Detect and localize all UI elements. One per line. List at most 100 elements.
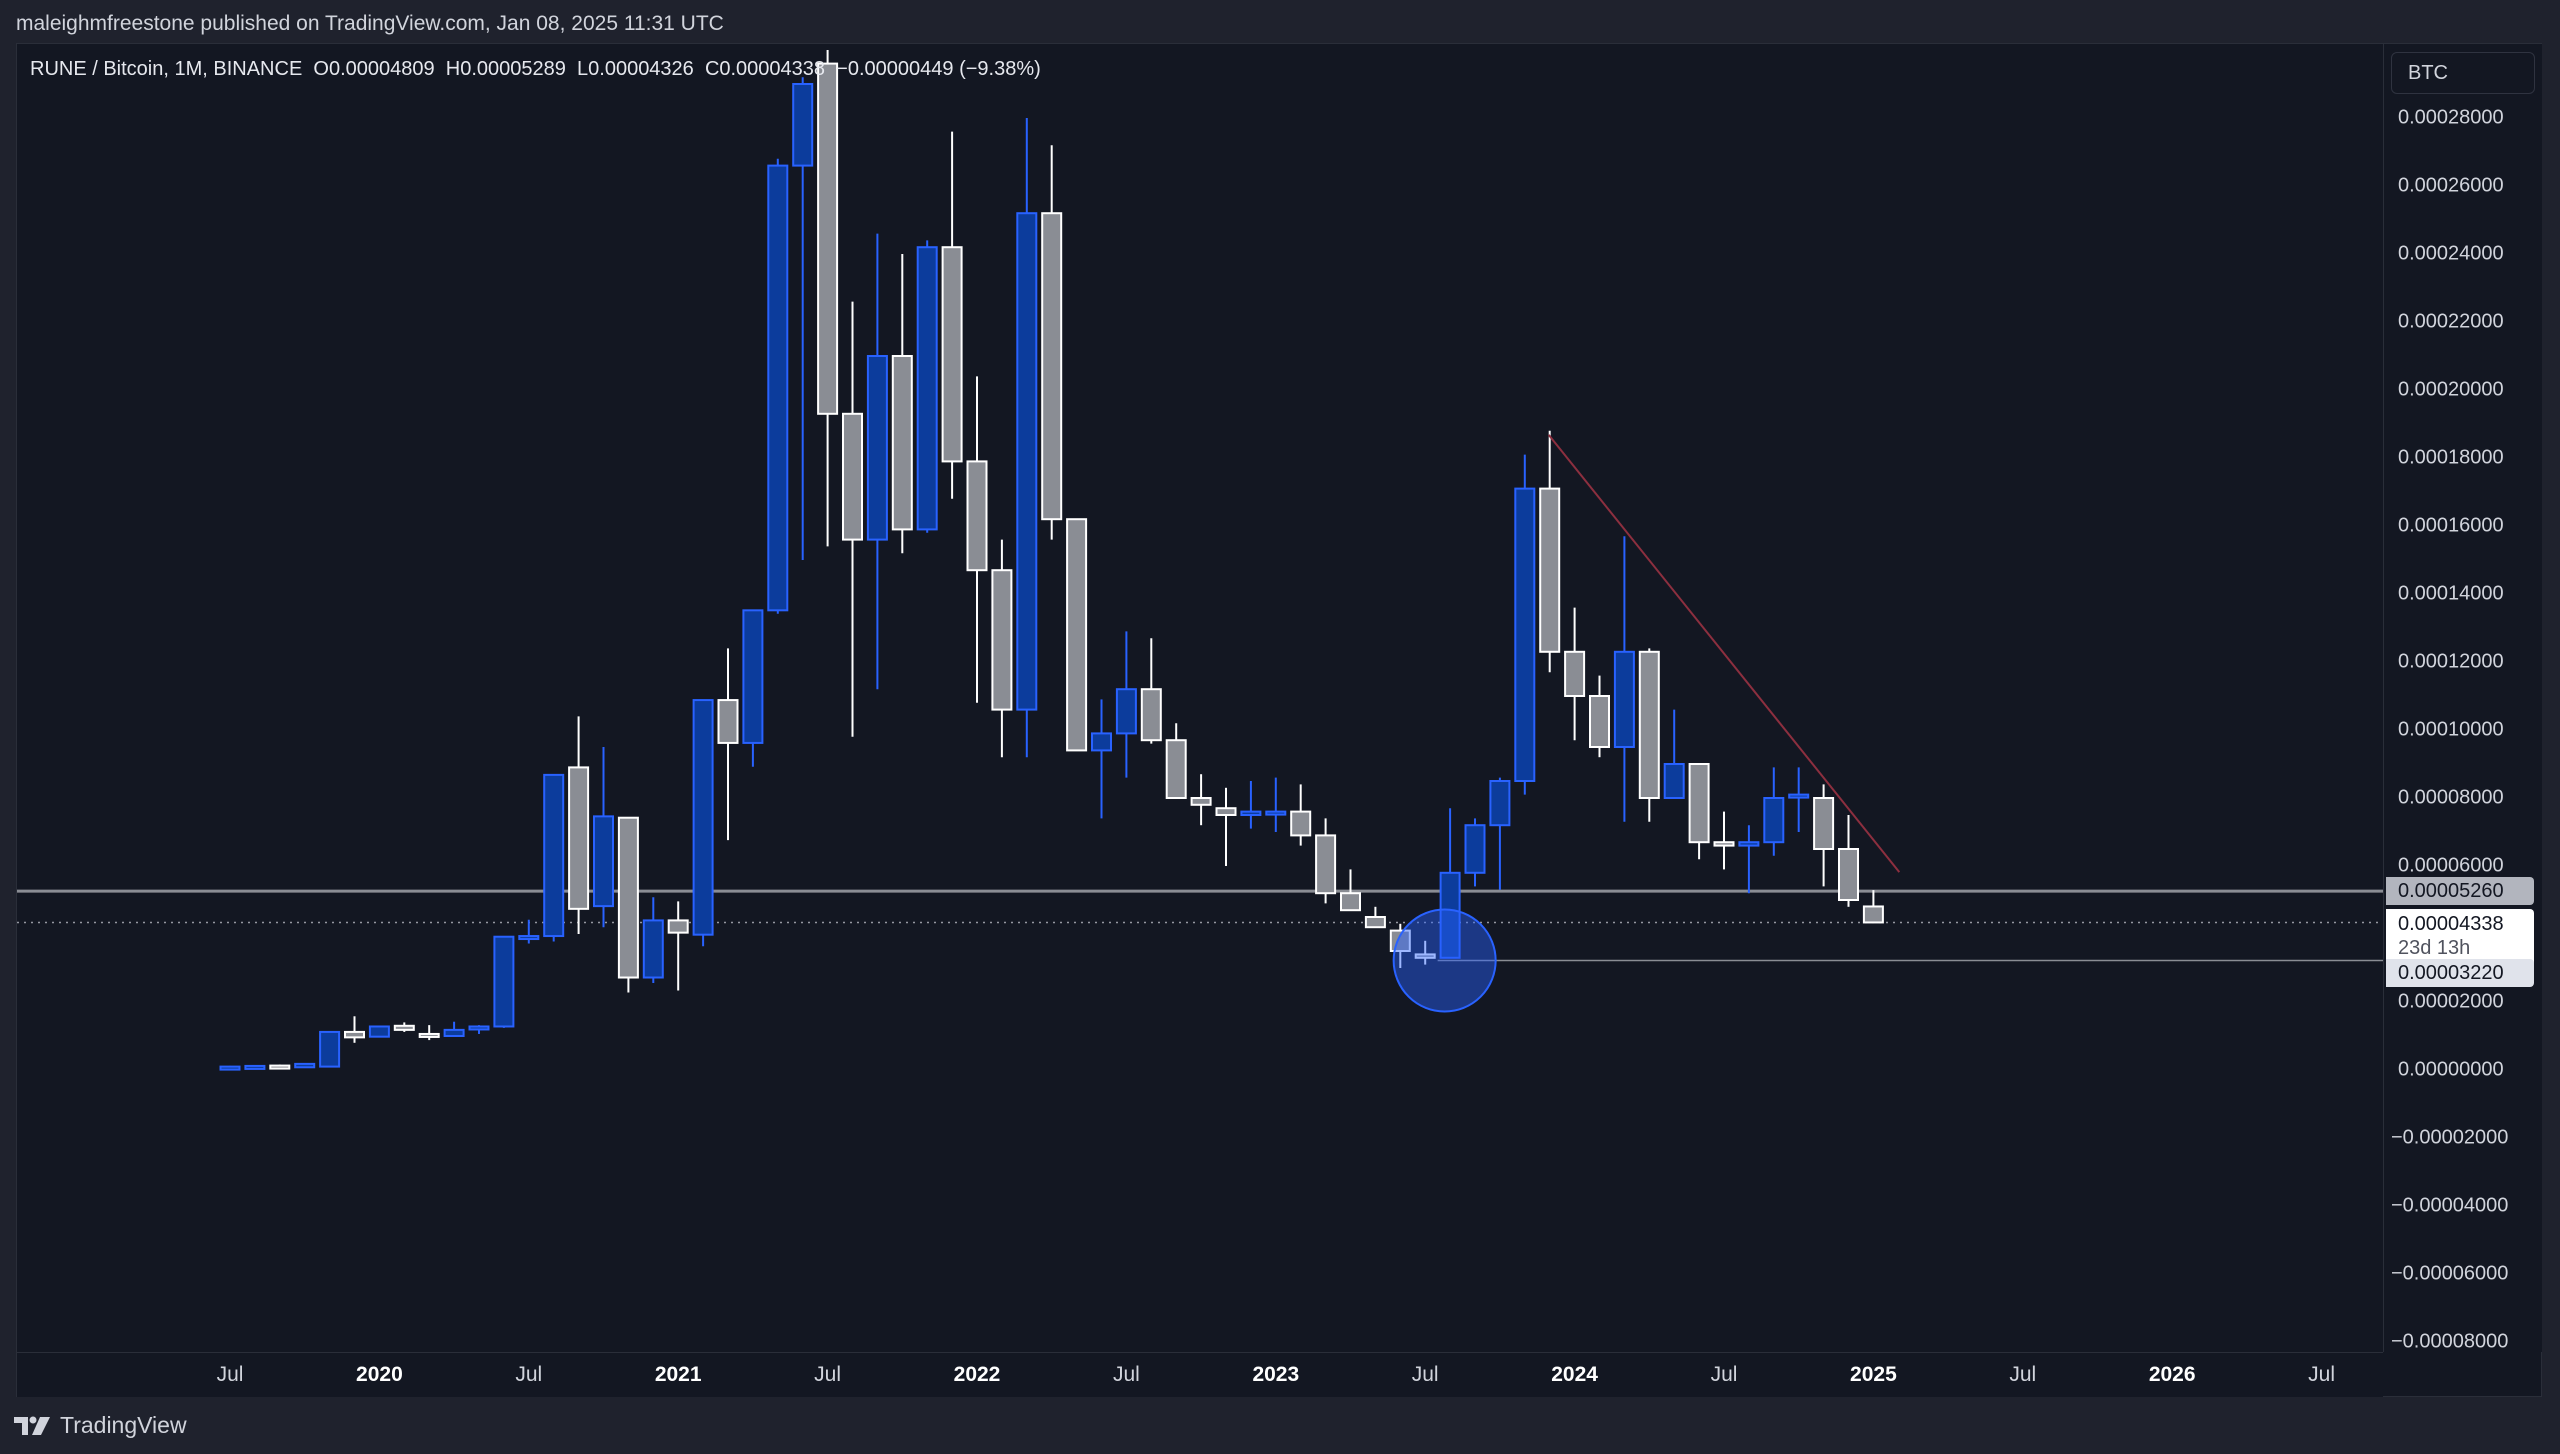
price-tick: 0.00008000 xyxy=(2398,786,2504,809)
price-tick: 0.00006000 xyxy=(2398,854,2504,877)
time-label: Jul xyxy=(2308,1363,2336,1386)
low-value: L0.00004326 xyxy=(577,58,694,80)
tradingview-logo[interactable]: TradingView xyxy=(14,1412,187,1439)
candle-down xyxy=(1165,739,1187,800)
price-tick: 0.00018000 xyxy=(2398,446,2504,469)
high-value: H0.00005289 xyxy=(445,58,566,80)
candle-up xyxy=(1016,212,1038,711)
time-label: 2023 xyxy=(1252,1363,1300,1386)
candle-up xyxy=(1788,793,1810,799)
time-label: Jul xyxy=(216,1363,244,1386)
price-tick: 0.00002000 xyxy=(2398,990,2504,1013)
candle-up xyxy=(294,1062,316,1069)
candle-down xyxy=(991,569,1013,711)
candle-down xyxy=(617,816,639,979)
candle-down xyxy=(1290,810,1312,837)
change-value: −0.00000449 (−9.38%) xyxy=(836,58,1041,80)
candle-down xyxy=(1838,848,1859,901)
candle-down xyxy=(344,1030,365,1039)
candle-down xyxy=(393,1024,415,1031)
candle-up xyxy=(468,1025,490,1031)
candle-down xyxy=(1215,807,1237,817)
candle-down xyxy=(1564,650,1586,697)
price-axis[interactable] xyxy=(2383,44,2542,1352)
candle-down xyxy=(1041,212,1063,521)
candle-up xyxy=(866,355,888,541)
price-tick: 0.00000000 xyxy=(2398,1058,2504,1081)
candle-down xyxy=(891,355,913,531)
price-tick: 0.00020000 xyxy=(2398,378,2504,401)
price-tick: 0.00016000 xyxy=(2398,514,2504,537)
last-price-value: 0.00004338 xyxy=(2398,913,2504,935)
currency-button[interactable]: BTC xyxy=(2391,52,2535,94)
candle-down xyxy=(568,766,590,910)
candle-down xyxy=(1713,841,1735,847)
candle-down xyxy=(966,460,988,572)
candle-down xyxy=(1688,763,1710,844)
chart-frame[interactable] xyxy=(16,43,2542,1397)
candle-down xyxy=(269,1064,291,1070)
time-label: Jul xyxy=(2009,1363,2037,1386)
candle-down xyxy=(1066,518,1088,752)
trendline xyxy=(1547,434,1901,873)
candle-up xyxy=(593,815,614,908)
candle-down xyxy=(1539,487,1561,653)
price-tick: 0.00026000 xyxy=(2398,174,2504,197)
time-label: Jul xyxy=(515,1363,543,1386)
candle-up xyxy=(1613,650,1635,748)
last-price-badge: 0.00004338 23d 13h xyxy=(2386,909,2534,967)
candle-down xyxy=(1190,797,1212,806)
time-label: 2026 xyxy=(2148,1363,2196,1386)
price-tick: −0.00004000 xyxy=(2391,1194,2509,1217)
candle-down xyxy=(1315,834,1337,895)
level-upper-badge: 0.00005260 xyxy=(2386,877,2534,905)
highlight-circle xyxy=(1392,908,1497,1013)
candle-up xyxy=(443,1028,465,1038)
candle-down xyxy=(1862,905,1884,924)
time-label: Jul xyxy=(1710,1363,1738,1386)
candle-down xyxy=(717,699,739,744)
candle-up xyxy=(1738,841,1760,847)
candle-up xyxy=(642,919,664,979)
candle-up xyxy=(692,699,714,936)
publisher-line: maleighmfreestone published on TradingVi… xyxy=(16,12,724,35)
candle-down xyxy=(1813,797,1835,850)
time-label: 2025 xyxy=(1850,1363,1897,1386)
candle-up xyxy=(518,935,540,941)
level-lower-badge: 0.00003220 xyxy=(2386,959,2534,987)
candle-down xyxy=(1589,695,1610,748)
candle-up xyxy=(767,164,789,612)
candle-up xyxy=(219,1065,241,1071)
candle-up xyxy=(1464,824,1486,874)
time-label: Jul xyxy=(814,1363,842,1386)
candle-down xyxy=(842,412,863,541)
candle-down xyxy=(667,919,689,934)
candle-up xyxy=(1663,763,1685,799)
price-tick: −0.00006000 xyxy=(2391,1262,2509,1285)
candle-up xyxy=(1514,487,1536,782)
symbol-title[interactable]: RUNE / Bitcoin, 1M, BINANCE xyxy=(30,58,303,80)
candle-up xyxy=(742,609,764,744)
price-tick: 0.00022000 xyxy=(2398,310,2504,333)
candle-down xyxy=(1414,953,1436,959)
price-tick: 0.00010000 xyxy=(2398,718,2504,741)
candle-up xyxy=(543,773,565,938)
tradingview-logo-icon xyxy=(14,1416,50,1435)
open-value: O0.00004809 xyxy=(313,58,435,80)
time-label: Jul xyxy=(1112,1363,1140,1386)
price-tick: 0.00028000 xyxy=(2398,106,2504,129)
candle-down xyxy=(1638,650,1660,799)
candle-up xyxy=(244,1064,266,1070)
time-label: 2022 xyxy=(953,1363,1001,1386)
candle-up xyxy=(1115,688,1137,735)
countdown-value: 23d 13h xyxy=(2398,937,2471,959)
candle-up xyxy=(493,935,515,1028)
time-label: Jul xyxy=(1411,1363,1439,1386)
candle-up xyxy=(1489,780,1511,827)
candle-up xyxy=(916,246,938,531)
time-axis[interactable] xyxy=(17,1352,2383,1397)
candle-down xyxy=(418,1032,440,1038)
price-tick: −0.00008000 xyxy=(2391,1330,2509,1353)
price-tick: −0.00002000 xyxy=(2391,1126,2509,1149)
